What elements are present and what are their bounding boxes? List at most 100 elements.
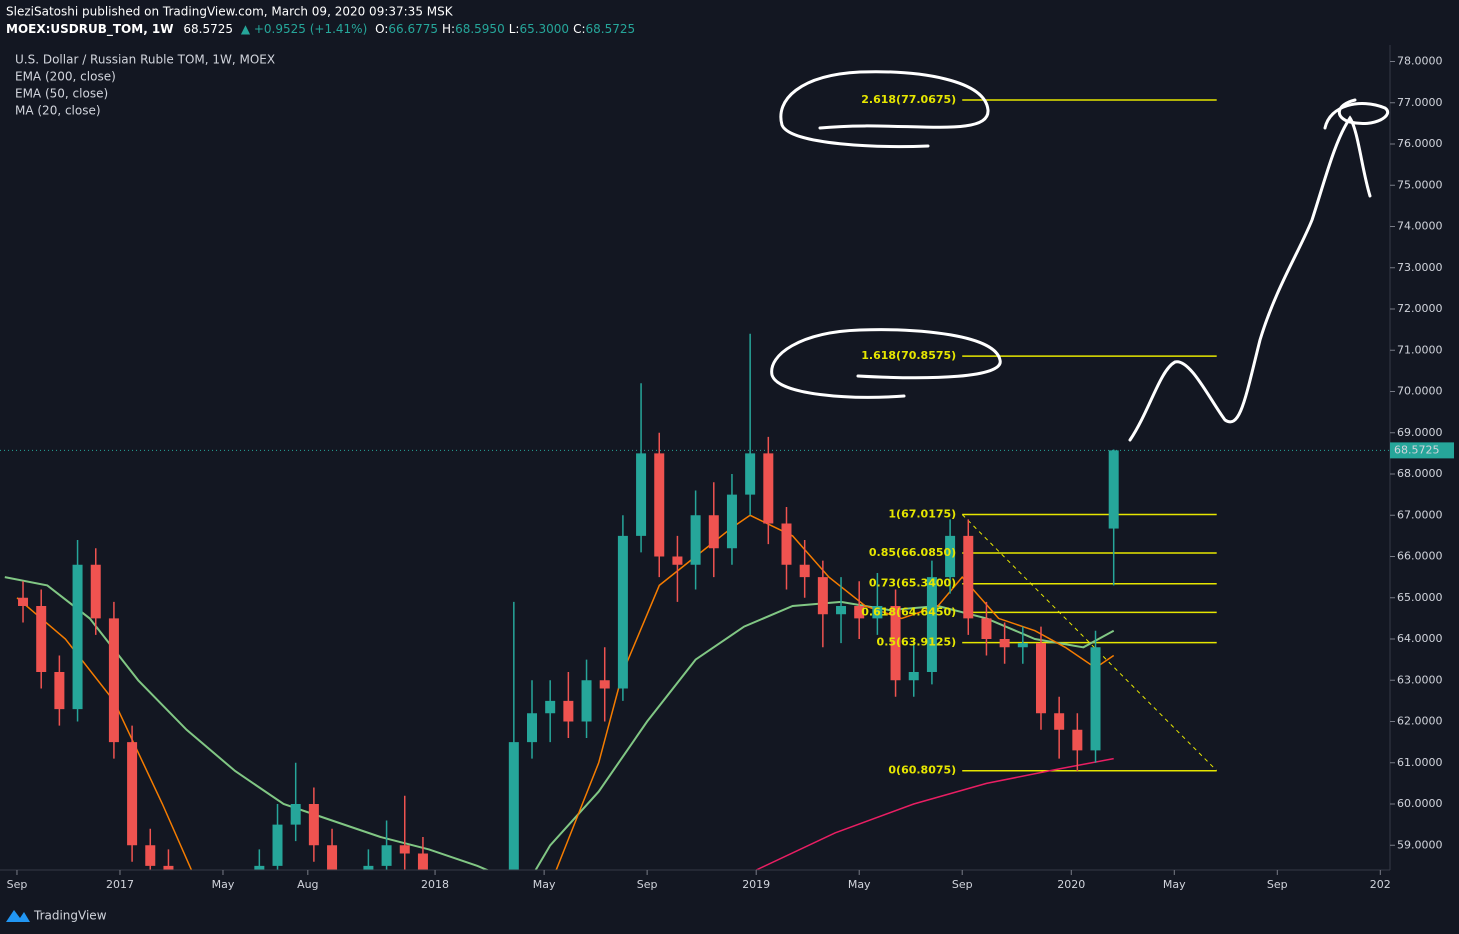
ticker: MOEX:USDRUB_TOM, 1W bbox=[6, 22, 174, 37]
x-tick-label: Aug bbox=[297, 878, 318, 891]
y-tick-label: 78.0000 bbox=[1397, 55, 1443, 68]
legend-entry: MA (20, close) bbox=[15, 104, 101, 118]
tradingview-logo: TradingView bbox=[6, 909, 107, 923]
x-tick-label: Sep bbox=[1267, 878, 1288, 891]
x-tick-label: May bbox=[212, 878, 235, 891]
candle-body bbox=[163, 865, 174, 870]
y-tick-label: 65.0000 bbox=[1397, 591, 1443, 604]
y-tick-label: 68.0000 bbox=[1397, 467, 1443, 480]
candle-body bbox=[1017, 643, 1028, 648]
candle-body bbox=[36, 606, 47, 672]
fib-label: 2.618(77.0675) bbox=[861, 93, 956, 106]
last: 68.5725 bbox=[183, 22, 233, 36]
legend-entry: EMA (200, close) bbox=[15, 70, 116, 84]
candle-body bbox=[945, 535, 956, 578]
x-tick-label: 2018 bbox=[421, 878, 449, 891]
ohlc-value: 68.5725 bbox=[585, 22, 635, 36]
candle-body bbox=[690, 515, 701, 565]
candle-body bbox=[854, 606, 865, 619]
candle-body bbox=[890, 606, 901, 681]
candle-body bbox=[417, 853, 428, 870]
x-tick-label: Sep bbox=[7, 878, 28, 891]
y-tick-label: 63.0000 bbox=[1397, 673, 1443, 686]
x-tick-label: 202 bbox=[1370, 878, 1391, 891]
logo-icon bbox=[6, 910, 30, 922]
x-tick-label: May bbox=[848, 878, 871, 891]
candle-body bbox=[672, 556, 683, 565]
candle-body bbox=[981, 618, 992, 639]
candle-body bbox=[127, 742, 138, 846]
candle-body bbox=[18, 597, 29, 606]
y-tick-label: 59.0000 bbox=[1397, 838, 1443, 851]
candle-body bbox=[1054, 713, 1065, 730]
candle-body bbox=[290, 804, 301, 825]
candle-body bbox=[381, 845, 392, 866]
price-label-box bbox=[1390, 442, 1454, 459]
candle-body bbox=[527, 713, 538, 743]
x-tick-label: 2019 bbox=[742, 878, 770, 891]
y-tick-label: 61.0000 bbox=[1397, 756, 1443, 769]
fib-label: 1.618(70.8575) bbox=[861, 349, 956, 362]
ohlc-label: H: bbox=[442, 22, 455, 36]
fib-label: 0.5(63.9125) bbox=[877, 636, 957, 649]
y-tick-label: 70.0000 bbox=[1397, 385, 1443, 398]
candle-body bbox=[745, 453, 756, 495]
fib-label: 1(67.0175) bbox=[888, 508, 956, 521]
ohlc-label: C: bbox=[573, 22, 585, 36]
hand-drawing bbox=[770, 70, 1389, 442]
x-tick-label: May bbox=[533, 878, 556, 891]
y-tick-label: 62.0000 bbox=[1397, 715, 1443, 728]
candle-body bbox=[581, 680, 592, 722]
y-tick-label: 74.0000 bbox=[1397, 220, 1443, 233]
y-tick-label: 76.0000 bbox=[1397, 137, 1443, 150]
ma-line bbox=[755, 757, 1114, 870]
candle-body bbox=[963, 535, 974, 619]
y-tick-label: 71.0000 bbox=[1397, 343, 1443, 356]
fib-label: 0.618(64.6450) bbox=[861, 605, 956, 618]
fib-label: 0.85(66.0850) bbox=[869, 546, 956, 559]
candle-body bbox=[654, 453, 665, 557]
candle-body bbox=[836, 606, 847, 615]
ohlc-label: L: bbox=[509, 22, 520, 36]
y-tick-label: 75.0000 bbox=[1397, 178, 1443, 191]
candle-body bbox=[90, 564, 101, 619]
y-tick-label: 64.0000 bbox=[1397, 632, 1443, 645]
y-tick-label: 67.0000 bbox=[1397, 508, 1443, 521]
ticker-line: MOEX:USDRUB_TOM, 1W 68.5725 ▲ +0.9525 (+… bbox=[6, 22, 635, 37]
candle-body bbox=[636, 453, 647, 536]
header: SleziSatoshi published on TradingView.co… bbox=[6, 5, 454, 19]
legend-entry: EMA (50, close) bbox=[15, 87, 108, 101]
candle-body bbox=[817, 577, 828, 615]
candle-body bbox=[908, 672, 919, 681]
footer: TradingView bbox=[33, 909, 107, 923]
ohlc-value: 65.3000 bbox=[519, 22, 569, 36]
candle-body bbox=[508, 742, 519, 870]
price-label: 68.5725 bbox=[1394, 443, 1440, 456]
y-tick-label: 72.0000 bbox=[1397, 302, 1443, 315]
candle-body bbox=[1035, 643, 1046, 714]
candle-body bbox=[999, 639, 1010, 648]
candle-body bbox=[145, 845, 156, 866]
candle-body bbox=[363, 865, 374, 870]
candle-body bbox=[599, 680, 610, 689]
candle-body bbox=[545, 700, 556, 714]
candle-body bbox=[726, 494, 737, 549]
x-tick-label: Sep bbox=[637, 878, 658, 891]
plot bbox=[0, 99, 1390, 870]
ohlc-value: 66.6775 bbox=[388, 22, 438, 36]
x-tick-label: May bbox=[1163, 878, 1186, 891]
y-tick-label: 66.0000 bbox=[1397, 550, 1443, 563]
ohlc-label: O: bbox=[375, 22, 388, 36]
candle-body bbox=[926, 577, 937, 672]
candle-body bbox=[1072, 729, 1083, 751]
candle-body bbox=[327, 845, 338, 870]
candle-body bbox=[399, 845, 410, 854]
candle-body bbox=[617, 535, 628, 689]
candle-body bbox=[799, 564, 810, 578]
change: ▲ +0.9525 (+1.41%) bbox=[241, 22, 367, 36]
ma-line bbox=[16, 514, 1115, 870]
candle-body bbox=[54, 672, 65, 710]
candle-body bbox=[1090, 647, 1101, 751]
x-tick-label: 2020 bbox=[1057, 878, 1085, 891]
